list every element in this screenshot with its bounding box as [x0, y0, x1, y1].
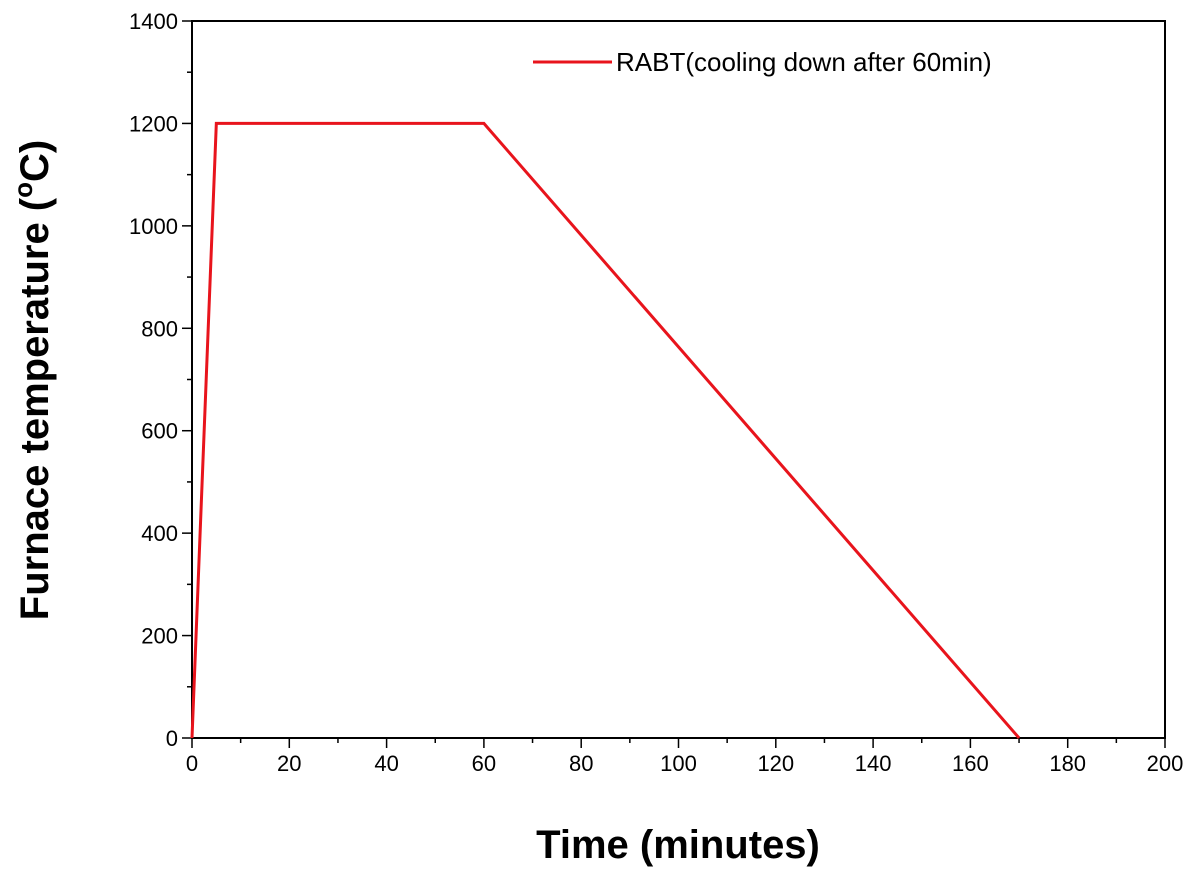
y-axis-title: Furnace temperature (oC) [8, 140, 57, 620]
x-tick-label: 20 [277, 751, 301, 776]
y-tick-label: 1000 [129, 214, 178, 239]
plot-area-border [191, 20, 1166, 739]
y-tick-label: 400 [141, 521, 178, 546]
x-tick-label: 200 [1147, 751, 1184, 776]
x-axis-title: Time (minutes) [536, 823, 820, 867]
x-tick-label: 0 [186, 751, 198, 776]
legend: RABT(cooling down after 60min) [533, 47, 992, 77]
y-tick-label: 200 [141, 624, 178, 649]
y-tick-label: 800 [141, 316, 178, 341]
y-tick-label: 1400 [129, 9, 178, 34]
series-line [190, 121, 1021, 739]
y-axis-ticks: 0 200 400 600 800 1000 1200 1400 [129, 9, 192, 751]
series-group [190, 121, 1021, 739]
x-axis-ticks: 0 20 40 60 80 100 120 140 160 180 200 [186, 738, 1183, 776]
y-axis-title-unit: C) [13, 140, 57, 182]
y-tick-label: 600 [141, 419, 178, 444]
plot-frame [191, 20, 1166, 739]
x-tick-label: 80 [569, 751, 593, 776]
y-tick-label: 1200 [129, 111, 178, 136]
legend-label: RABT(cooling down after 60min) [616, 47, 992, 77]
y-axis-title-degree: o [8, 182, 38, 198]
x-tick-label: 180 [1049, 751, 1086, 776]
x-tick-label: 120 [757, 751, 794, 776]
y-tick-label: 0 [166, 726, 178, 751]
y-axis-title-main: Furnace temperature ( [13, 197, 57, 620]
x-tick-label: 60 [472, 751, 496, 776]
x-tick-label: 40 [374, 751, 398, 776]
x-tick-label: 140 [855, 751, 892, 776]
y-axis-title-group: Furnace temperature (oC) [8, 140, 57, 620]
x-tick-label: 100 [660, 751, 697, 776]
x-tick-label: 160 [952, 751, 989, 776]
